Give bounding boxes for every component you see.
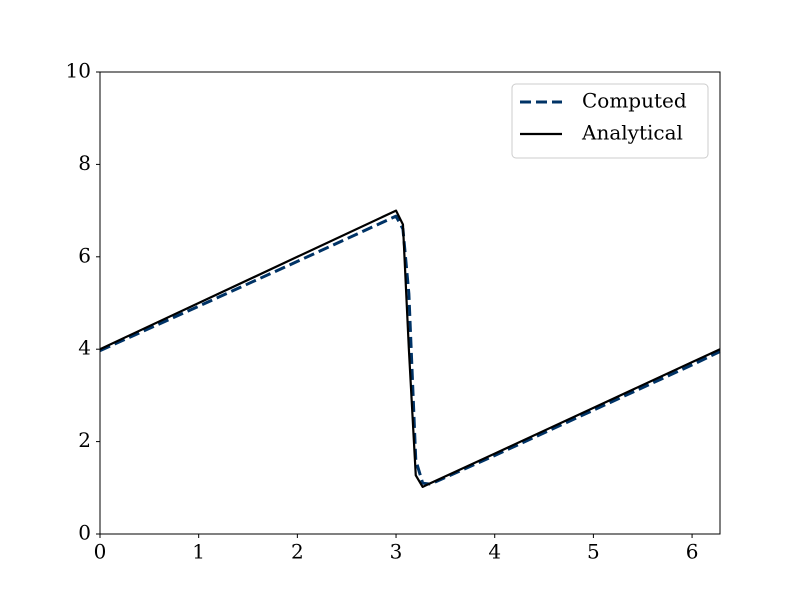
x-tick-label: 5 xyxy=(587,540,600,564)
x-tick-label: 4 xyxy=(488,540,501,564)
y-tick-label: 6 xyxy=(78,243,91,267)
y-tick-label: 8 xyxy=(78,151,91,175)
data-line xyxy=(99,214,721,486)
y-tick-label: 2 xyxy=(78,428,91,452)
x-tick-label: 1 xyxy=(192,540,205,564)
legend-label: Computed xyxy=(582,89,687,113)
y-tick-label: 0 xyxy=(78,521,91,545)
x-tick-label: 0 xyxy=(94,540,107,564)
x-tick-label: 6 xyxy=(686,540,699,564)
y-tick-label: 10 xyxy=(66,59,91,83)
legend-label: Analytical xyxy=(581,121,683,145)
x-tick-label: 2 xyxy=(291,540,304,564)
y-tick-label: 4 xyxy=(78,336,91,360)
x-tick-label: 3 xyxy=(390,540,403,564)
data-line xyxy=(99,209,721,488)
plot-frame xyxy=(99,71,721,535)
